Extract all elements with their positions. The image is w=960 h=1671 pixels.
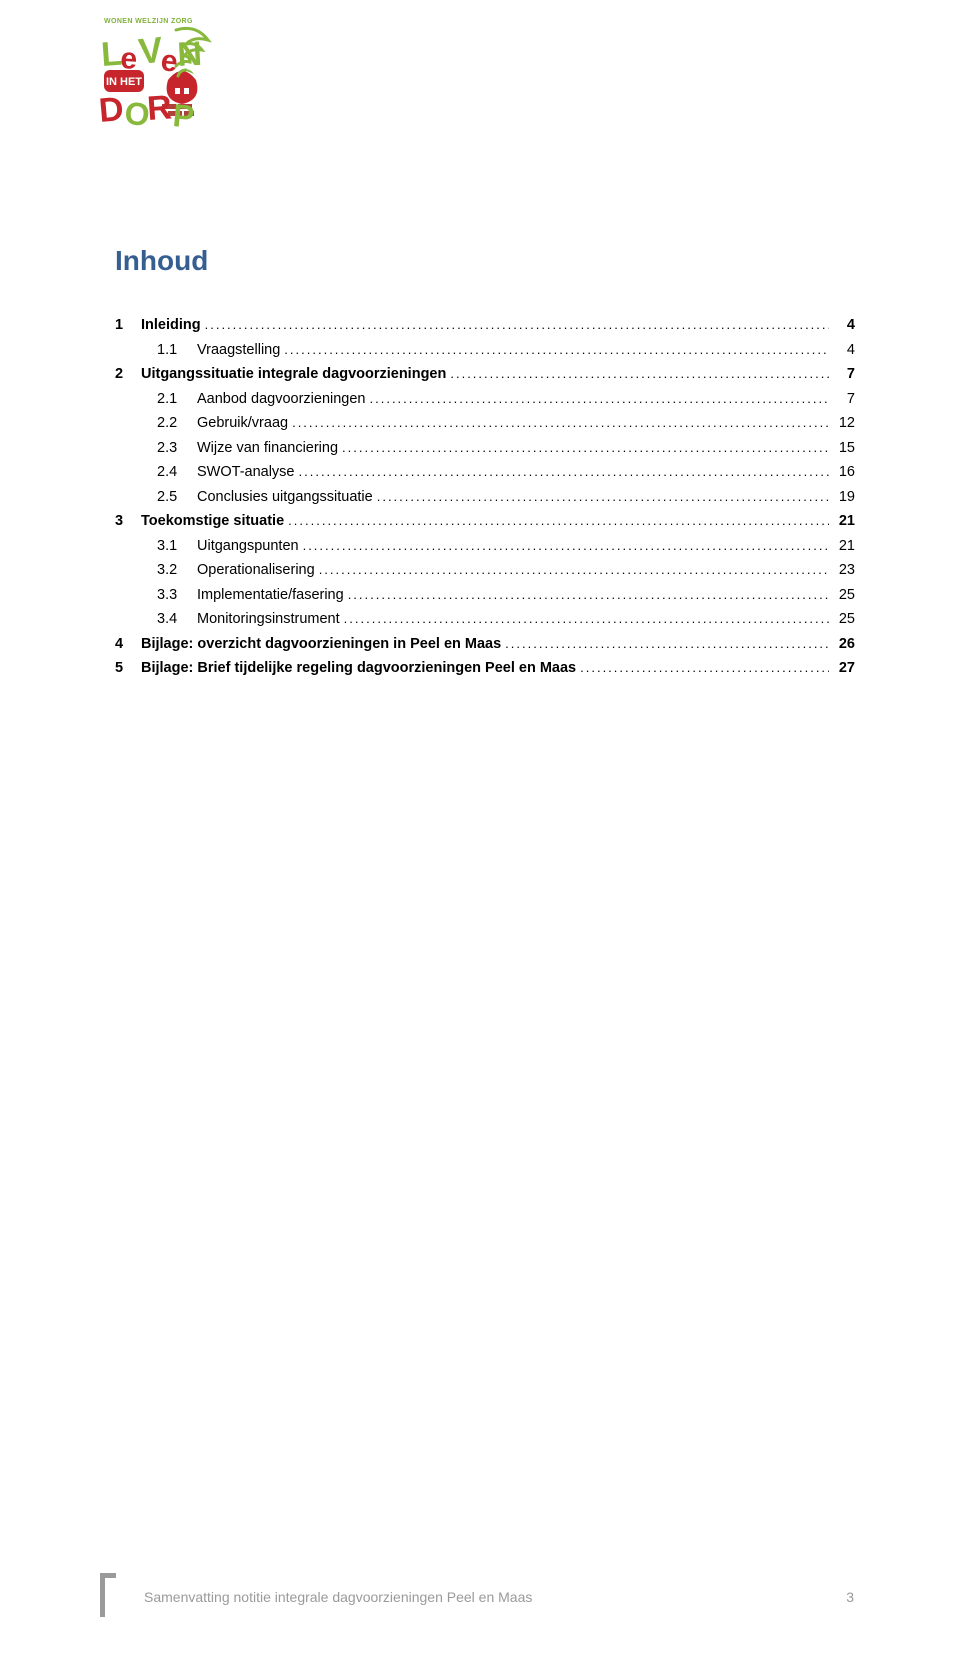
svg-text:D: D: [98, 90, 125, 130]
toc-entry[interactable]: 2.2Gebruik/vraag 12: [115, 416, 855, 431]
toc-number: 3.4: [157, 612, 197, 627]
toc-leader: [303, 539, 829, 552]
toc-leader: [342, 441, 829, 454]
toc-page: 23: [833, 563, 855, 578]
toc-entry[interactable]: 3Toekomstige situatie 21: [115, 514, 855, 529]
toc-title: Bijlage: Brief tijdelijke regeling dagvo…: [141, 661, 576, 676]
toc-title: Wijze van financiering: [197, 441, 338, 456]
svg-text:N: N: [176, 35, 203, 74]
toc-title: Inleiding: [141, 318, 201, 333]
toc-entry[interactable]: 3.4Monitoringsinstrument 25: [115, 612, 855, 627]
toc-leader: [288, 514, 829, 527]
toc-number: 2.5: [157, 490, 197, 505]
toc-number: 1.1: [157, 343, 197, 358]
toc-page: 7: [833, 392, 855, 407]
table-of-contents: 1Inleiding 4 1.1Vraagstelling 4 2Uitgangssit…: [115, 318, 855, 686]
toc-number: 2.3: [157, 441, 197, 456]
toc-page: 25: [833, 612, 855, 627]
toc-title: Gebruik/vraag: [197, 416, 288, 431]
toc-number: 3.1: [157, 539, 197, 554]
footer: Samenvatting notitie integrale dagvoorzi…: [100, 1573, 860, 1621]
toc-title: Implementatie/fasering: [197, 588, 344, 603]
toc-title: Monitoringsinstrument: [197, 612, 340, 627]
svg-text:R: R: [146, 88, 173, 128]
page-title: Inhoud: [115, 245, 208, 277]
toc-page: 15: [833, 441, 855, 456]
toc-number: 5: [115, 661, 141, 676]
toc-leader: [299, 465, 830, 478]
toc-leader: [370, 392, 830, 405]
footer-text: Samenvatting notitie integrale dagvoorzi…: [144, 1589, 532, 1605]
toc-title: Operationalisering: [197, 563, 315, 578]
toc-entry[interactable]: 3.1Uitgangspunten 21: [115, 539, 855, 554]
toc-title: Bijlage: overzicht dagvoorzieningen in P…: [141, 637, 501, 652]
toc-page: 19: [833, 490, 855, 505]
toc-leader: [292, 416, 829, 429]
toc-entry[interactable]: 3.2Operationalisering 23: [115, 563, 855, 578]
toc-title: SWOT-analyse: [197, 465, 295, 480]
toc-leader: [348, 588, 829, 601]
toc-entry[interactable]: 3.3Implementatie/fasering 25: [115, 588, 855, 603]
toc-number: 1: [115, 318, 141, 333]
toc-leader: [377, 490, 829, 503]
toc-leader: [205, 318, 829, 331]
logo: WONEN WELZIJN ZORG L e V e N IN HET: [98, 18, 223, 143]
logo-tagline: WONEN WELZIJN ZORG: [104, 18, 193, 25]
toc-title: Toekomstige situatie: [141, 514, 284, 529]
toc-page: 25: [833, 588, 855, 603]
toc-entry[interactable]: 2Uitgangssituatie integrale dagvoorzieni…: [115, 367, 855, 382]
toc-page: 7: [833, 367, 855, 382]
toc-entry[interactable]: 2.1Aanbod dagvoorzieningen 7: [115, 392, 855, 407]
toc-page: 16: [833, 465, 855, 480]
toc-number: 2.1: [157, 392, 197, 407]
toc-leader: [580, 661, 829, 674]
toc-entry[interactable]: 2.5Conclusies uitgangssituatie 19: [115, 490, 855, 505]
toc-entry[interactable]: 2.4SWOT-analyse 16: [115, 465, 855, 480]
toc-number: 2.2: [157, 416, 197, 431]
toc-leader: [505, 637, 829, 650]
toc-number: 3.3: [157, 588, 197, 603]
toc-page: 4: [833, 318, 855, 333]
toc-page: 12: [833, 416, 855, 431]
toc-title: Conclusies uitgangssituatie: [197, 490, 373, 505]
toc-title: Vraagstelling: [197, 343, 280, 358]
toc-entry[interactable]: 1.1Vraagstelling 4: [115, 343, 855, 358]
toc-number: 2.4: [157, 465, 197, 480]
toc-title: Uitgangssituatie integrale dagvoorzienin…: [141, 367, 446, 382]
toc-page: 4: [833, 343, 855, 358]
toc-page: 27: [833, 661, 855, 676]
toc-number: 3: [115, 514, 141, 529]
toc-entry[interactable]: 5Bijlage: Brief tijdelijke regeling dagv…: [115, 661, 855, 676]
logo-graphic: L e V e N IN HET: [98, 18, 223, 143]
toc-number: 2: [115, 367, 141, 382]
toc-title: Uitgangspunten: [197, 539, 299, 554]
toc-entry[interactable]: 2.3Wijze van financiering 15: [115, 441, 855, 456]
document-page: WONEN WELZIJN ZORG L e V e N IN HET: [0, 0, 960, 1671]
toc-leader: [284, 343, 829, 356]
toc-page: 21: [833, 539, 855, 554]
toc-title: Aanbod dagvoorzieningen: [197, 392, 366, 407]
toc-page: 26: [833, 637, 855, 652]
toc-leader: [344, 612, 829, 625]
toc-number: 4: [115, 637, 141, 652]
toc-leader: [450, 367, 829, 380]
svg-text:P: P: [171, 97, 195, 135]
svg-text:IN HET: IN HET: [106, 76, 142, 88]
toc-number: 3.2: [157, 563, 197, 578]
toc-entry[interactable]: 4Bijlage: overzicht dagvoorzieningen in …: [115, 637, 855, 652]
toc-page: 21: [833, 514, 855, 529]
toc-entry[interactable]: 1Inleiding 4: [115, 318, 855, 333]
footer-corner-icon: [100, 1573, 116, 1617]
footer-page-number: 3: [846, 1589, 854, 1605]
toc-leader: [319, 563, 829, 576]
